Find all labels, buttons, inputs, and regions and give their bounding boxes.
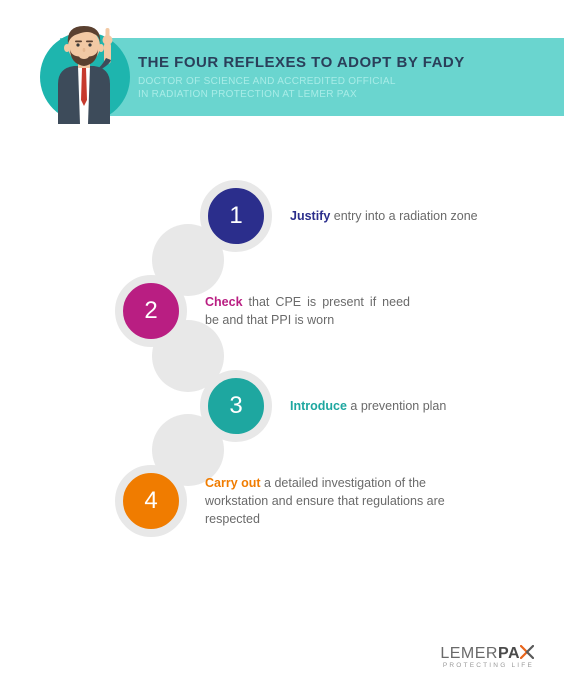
step-1-text: Justify entry into a radiation zone [290,207,478,225]
header-banner: THE FOUR REFLEXES TO ADOPT BY FADY DOCTO… [60,38,564,116]
footer-logo: LEMERPA PROTECTING LIFE [440,645,534,669]
logo-x-icon [520,645,534,659]
step-2-lead: Check [205,295,243,309]
step-1-rest: entry into a radiation zone [330,209,477,223]
step-2-number: 2 [115,275,187,347]
step-3-number: 3 [200,370,272,442]
step-1-lead: Justify [290,209,330,223]
header-subtitle: DOCTOR OF SCIENCE AND ACCREDITED OFFICIA… [138,75,465,101]
step-4-text: Carry out a detailed investigation of th… [205,474,465,528]
header-title: THE FOUR REFLEXES TO ADOPT BY FADY [138,54,465,71]
step-3-rest: a prevention plan [347,399,446,413]
header-subtitle-line1: DOCTOR OF SCIENCE AND ACCREDITED OFFICIA… [138,76,396,87]
step-2: 2 Check that CPE is present if need be a… [115,275,410,347]
step-1: 1 Justify entry into a radiation zone [200,180,478,252]
step-3-lead: Introduce [290,399,347,413]
logo-light: LEMER [440,645,498,662]
header-subtitle-line2: IN RADIATION PROTECTION AT LEMER PAX [138,89,357,100]
step-4-lead: Carry out [205,476,261,490]
logo-text: LEMERPA [440,645,534,663]
step-3-text: Introduce a prevention plan [290,397,446,415]
logo-tagline: PROTECTING LIFE [440,662,534,669]
avatar [40,32,130,122]
step-4: 4 Carry out a detailed investigation of … [115,465,465,537]
step-2-text: Check that CPE is present if need be and… [205,293,410,329]
step-4-number: 4 [115,465,187,537]
step-1-number: 1 [200,180,272,252]
logo-bold: PA [498,645,520,662]
header-text: THE FOUR REFLEXES TO ADOPT BY FADY DOCTO… [138,54,465,101]
step-3: 3 Introduce a prevention plan [200,370,446,442]
avatar-illustration [48,14,122,124]
